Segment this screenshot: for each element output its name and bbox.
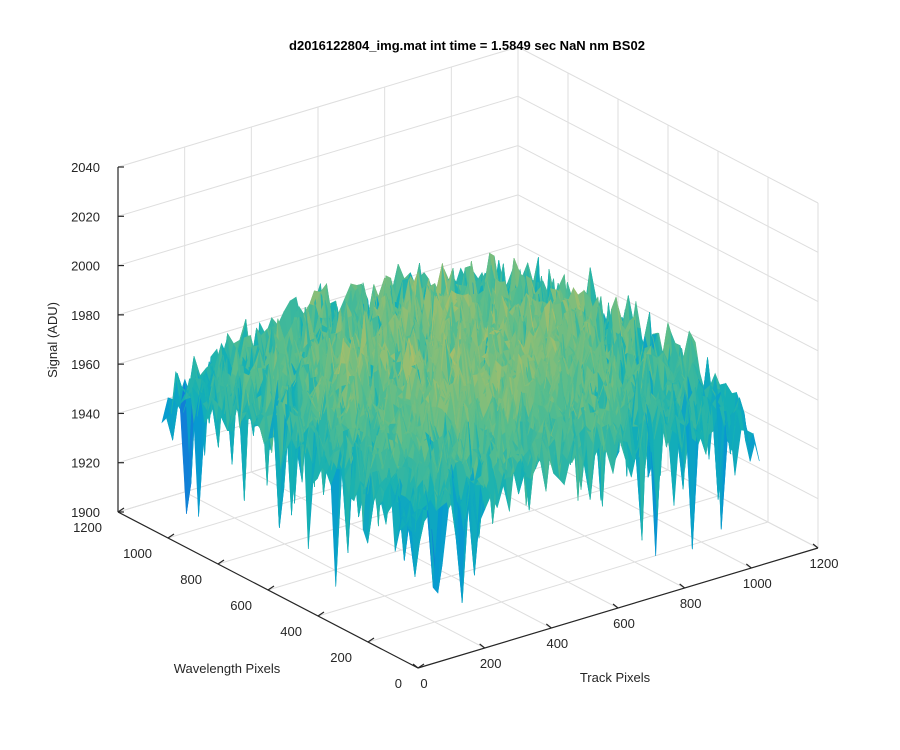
y-tick-label: 600 [230,598,252,613]
axes [117,166,819,669]
z-tick-label: 1920 [71,456,100,471]
z-tick-label: 1900 [71,505,100,520]
y-tick-label: 400 [280,624,302,639]
y-tick-mark [267,585,275,591]
chart-title: d2016122804_img.mat int time = 1.5849 se… [289,38,645,53]
y-tick-mark [417,663,425,669]
y-tick-mark [367,637,375,643]
x-tick-mark [545,623,552,629]
y-axis-label: Wavelength Pixels [174,661,281,676]
z-tick-label: 1980 [71,308,100,323]
x-tick-label: 1000 [743,576,772,591]
x-tick-label: 400 [546,636,568,651]
x-tick-mark [479,643,486,649]
y-tick-label: 800 [180,572,202,587]
grid-line [517,194,819,352]
y-tick-mark [217,559,225,565]
grid-line [517,145,819,303]
y-tick-label: 1200 [73,520,102,535]
grid-line [517,95,819,253]
grid-line [317,495,719,617]
z-tick-label: 2040 [71,160,100,175]
y-tick-label: 200 [330,650,352,665]
surface [161,252,760,604]
z-axis-label: Signal (ADU) [45,302,60,378]
x-tick-mark [412,663,419,669]
x-tick-label: 600 [613,616,635,631]
y-tick-label: 0 [395,676,402,691]
grid-line [517,46,819,204]
z-tick-label: 1940 [71,406,100,421]
y-tick-mark [317,611,325,617]
x-tick-label: 0 [420,676,427,691]
x-tick-mark [812,543,819,549]
x-tick-label: 800 [680,596,702,611]
grid-line [117,95,519,217]
x-tick-label: 1200 [810,556,839,571]
z-tick-label: 2020 [71,209,100,224]
y-tick-mark [117,507,125,513]
y-tick-mark [167,533,175,539]
grid-line [367,521,769,643]
x-tick-mark [745,563,752,569]
x-tick-label: 200 [480,656,502,671]
x-axis-label: Track Pixels [580,670,651,685]
grid-line [117,46,519,168]
z-tick-label: 1960 [71,357,100,372]
z-tick-label: 2000 [71,259,100,274]
grid-line [117,145,519,267]
surface-patch [748,432,760,462]
grid-line [117,194,519,316]
tick-labels: 0 200 400 600 800 1000 1200 0 200 400 600 800 1000 12… [71,160,838,691]
x-tick-mark [679,583,686,589]
x-tick-mark [612,603,619,609]
grid-line [517,243,819,401]
y-tick-label: 1000 [123,546,152,561]
